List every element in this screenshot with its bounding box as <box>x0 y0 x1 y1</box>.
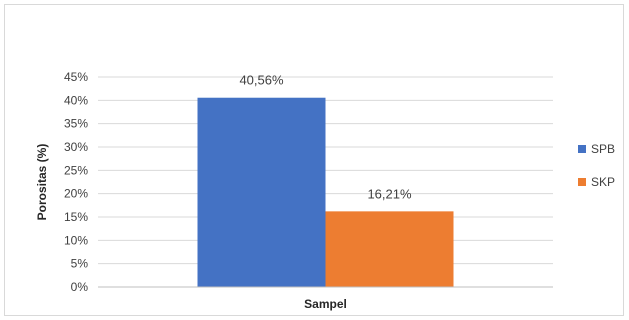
y-axis-tick-labels: 0% 5% 10% 15% 20% 25% 30% 35% 40% 45% <box>64 70 88 294</box>
y-axis-title: Porositas (%) <box>35 144 49 221</box>
y-tick-label: 40% <box>64 93 88 107</box>
bar-spb <box>197 97 326 287</box>
y-tick-label: 30% <box>64 140 88 154</box>
bars <box>197 97 454 287</box>
y-tick-label: 35% <box>64 117 88 131</box>
y-tick-label: 0% <box>71 280 89 294</box>
data-labels: 40,56% 16,21% <box>239 73 412 202</box>
y-tick-label: 20% <box>64 187 88 201</box>
y-tick-label: 15% <box>64 210 88 224</box>
y-tick-label: 45% <box>64 70 88 84</box>
legend-label-skp: SKP <box>591 175 615 189</box>
bar-skp <box>325 211 454 287</box>
y-tick-label: 5% <box>71 257 89 271</box>
legend-swatch-spb <box>578 145 586 153</box>
legend-label-spb: SPB <box>591 142 615 156</box>
legend-swatch-skp <box>578 178 586 186</box>
data-label-spb: 40,56% <box>239 73 284 88</box>
y-tick-label: 10% <box>64 233 88 247</box>
x-axis-title: Sampel <box>304 297 347 311</box>
legend: SPB SKP <box>578 142 615 189</box>
data-label-skp: 16,21% <box>367 186 412 201</box>
y-tick-label: 25% <box>64 163 88 177</box>
